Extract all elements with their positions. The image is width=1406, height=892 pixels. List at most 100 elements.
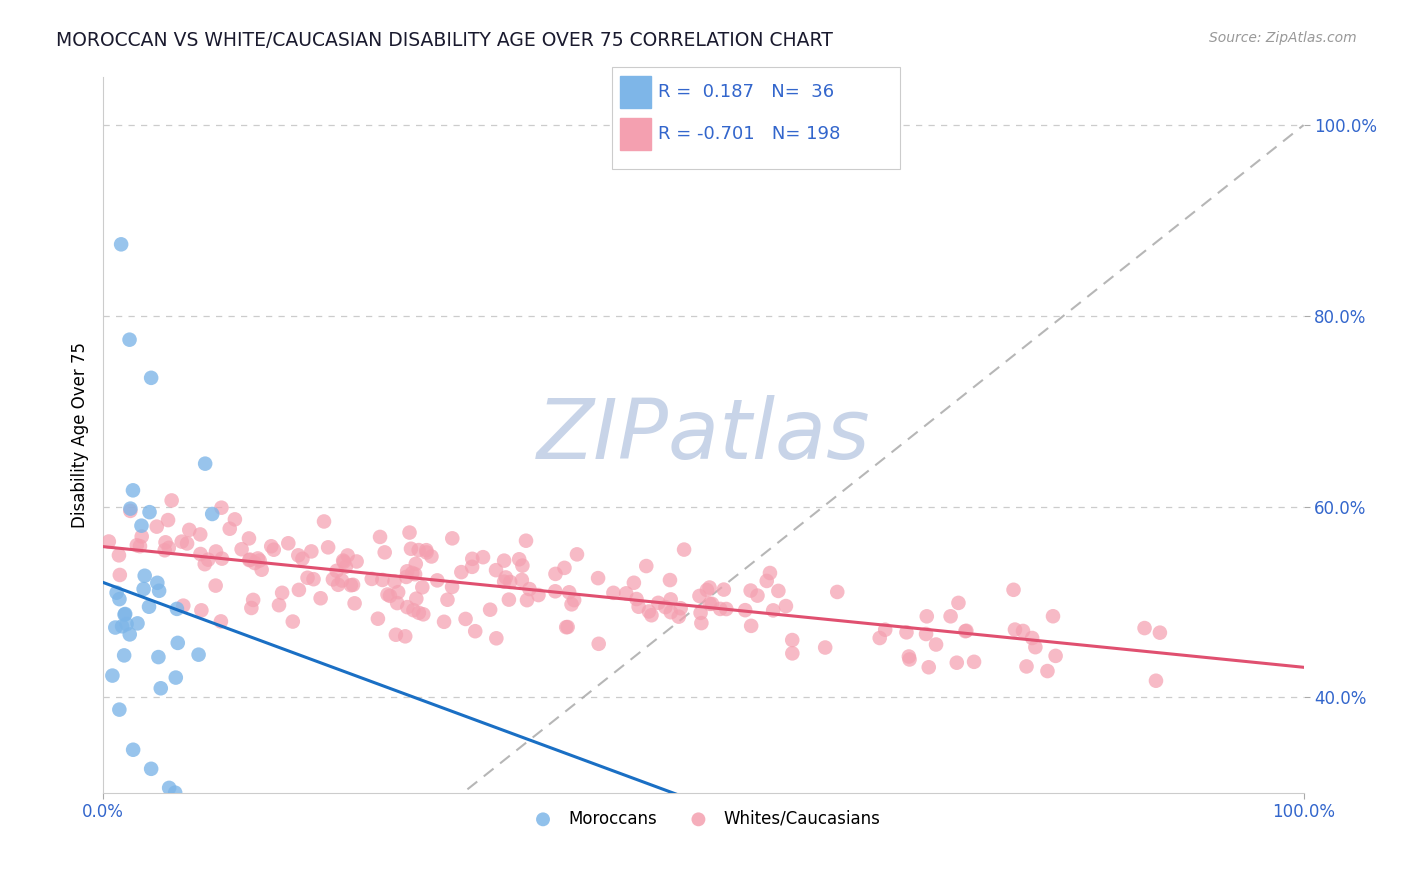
Point: [148, 650, 170, 665]
Point: [231, 542, 253, 557]
Point: [825, 585, 848, 599]
Point: [557, 620, 579, 634]
Point: [898, 652, 921, 666]
Point: [659, 605, 682, 619]
Point: [114, 607, 136, 622]
Point: [461, 559, 484, 574]
Point: [108, 568, 131, 582]
Point: [385, 596, 408, 610]
Point: [485, 563, 508, 577]
Point: [239, 552, 262, 566]
Point: [120, 504, 142, 518]
Point: [288, 582, 311, 597]
Point: [122, 483, 145, 498]
Point: [494, 574, 516, 589]
Point: [479, 603, 502, 617]
Point: [436, 592, 458, 607]
Point: [157, 780, 180, 795]
Point: [157, 541, 180, 555]
Point: [560, 597, 582, 611]
Point: [1042, 609, 1064, 624]
Point: [333, 555, 356, 569]
Point: [464, 624, 486, 639]
Point: [157, 513, 180, 527]
Point: [97, 534, 120, 549]
Point: [340, 578, 363, 592]
Point: [740, 583, 762, 598]
Point: [402, 603, 425, 617]
Point: [461, 551, 484, 566]
Point: [342, 578, 364, 592]
Point: [194, 557, 217, 571]
Point: [271, 586, 294, 600]
Point: [555, 620, 578, 634]
Point: [139, 762, 162, 776]
Point: [312, 515, 335, 529]
Point: [165, 786, 187, 800]
Point: [134, 568, 156, 582]
Point: [172, 599, 194, 613]
Point: [408, 606, 430, 620]
Point: [472, 550, 495, 565]
Point: [395, 570, 418, 584]
Point: [165, 671, 187, 685]
Point: [512, 558, 534, 573]
Point: [336, 549, 359, 563]
Point: [378, 589, 401, 603]
Point: [145, 519, 167, 533]
Point: [242, 593, 264, 607]
Point: [120, 501, 142, 516]
Point: [405, 591, 427, 606]
Point: [915, 609, 938, 624]
Point: [398, 525, 420, 540]
Point: [297, 571, 319, 585]
Legend: Moroccans, Whites/Caucasians: Moroccans, Whites/Caucasians: [520, 803, 887, 834]
Point: [768, 583, 790, 598]
Point: [544, 566, 567, 581]
Point: [346, 554, 368, 568]
Point: [782, 646, 804, 660]
Point: [209, 500, 232, 515]
Point: [374, 545, 396, 559]
Point: [394, 629, 416, 643]
Point: [322, 573, 344, 587]
Point: [302, 572, 325, 586]
Point: [218, 522, 240, 536]
Point: [190, 547, 212, 561]
Point: [586, 571, 609, 585]
Point: [330, 574, 353, 588]
Point: [553, 561, 575, 575]
Point: [713, 582, 735, 597]
Point: [118, 333, 141, 347]
Point: [955, 624, 977, 639]
Point: [659, 573, 682, 587]
Point: [299, 544, 322, 558]
Point: [368, 530, 391, 544]
Point: [122, 743, 145, 757]
Point: [224, 512, 246, 526]
Point: [411, 580, 433, 594]
Point: [875, 623, 897, 637]
Text: MOROCCAN VS WHITE/CAUCASIAN DISABILITY AGE OVER 75 CORRELATION CHART: MOROCCAN VS WHITE/CAUCASIAN DISABILITY A…: [56, 31, 834, 50]
Point: [287, 549, 309, 563]
Point: [515, 533, 537, 548]
Point: [110, 237, 132, 252]
Point: [108, 592, 131, 607]
Point: [689, 606, 711, 620]
Point: [1036, 664, 1059, 678]
Point: [267, 598, 290, 612]
Point: [441, 532, 464, 546]
Point: [415, 545, 437, 559]
Point: [188, 527, 211, 541]
Point: [565, 547, 588, 561]
Point: [201, 507, 224, 521]
Point: [115, 617, 138, 632]
Point: [699, 581, 721, 595]
Point: [149, 681, 172, 696]
Point: [896, 625, 918, 640]
Point: [740, 619, 762, 633]
Point: [385, 628, 408, 642]
Point: [412, 607, 434, 622]
Point: [915, 627, 938, 641]
Point: [250, 563, 273, 577]
